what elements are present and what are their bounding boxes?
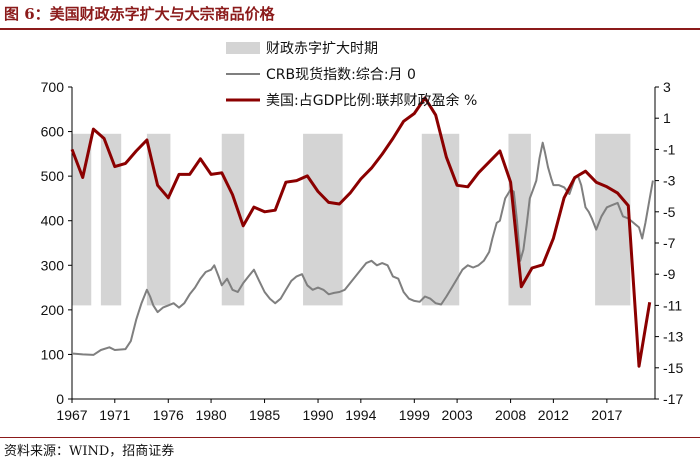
- right-tick-label--1: -1: [663, 141, 676, 157]
- right-tick-label--11: -11: [663, 297, 682, 313]
- x-tick-label-2008: 2008: [495, 407, 526, 423]
- right-tick-label--15: -15: [663, 360, 683, 376]
- deficit-band-4: [303, 133, 343, 306]
- figure-title: 图 6：美国财政赤字扩大与大宗商品价格: [4, 5, 275, 23]
- deficit-band-0: [72, 133, 92, 306]
- commodity-deficit-chart: 0 100 200 300 400 500 600 700 3 1 -1 -3 -5 -7 -9 -11 -13…: [41, 41, 684, 423]
- left-tick-label-700: 700: [41, 79, 65, 95]
- x-tick-label-2012: 2012: [538, 407, 569, 423]
- right-tick-label--13: -13: [663, 329, 683, 345]
- right-tick-label--17: -17: [663, 391, 683, 407]
- x-tick-label-1994: 1994: [345, 407, 376, 423]
- x-tick-label-1985: 1985: [249, 407, 280, 423]
- right-tick-label--3: -3: [663, 173, 676, 189]
- deficit-band-3: [221, 133, 245, 306]
- deficit-period-bands: [72, 133, 631, 306]
- legend-label-2: 美国:占GDP比例:联邦财政盈余 %: [266, 92, 477, 109]
- source-note: 资料来源：WIND，招商证券: [4, 444, 175, 459]
- left-tick-label-400: 400: [41, 213, 65, 229]
- legend-swatch-band: [226, 42, 260, 54]
- x-tick-label-2017: 2017: [591, 407, 622, 423]
- chart-legend: 财政赤字扩大时期 CRB现货指数:综合:月 0 美国:占GDP比例:联邦财政盈余 %: [226, 41, 477, 109]
- right-tick-label--7: -7: [663, 235, 676, 251]
- left-tick-label-100: 100: [41, 346, 65, 362]
- x-tick-label-1971: 1971: [99, 407, 130, 423]
- x-tick-label-1976: 1976: [153, 407, 184, 423]
- x-tick-label-1980: 1980: [195, 407, 226, 423]
- legend-label-0: 财政赤字扩大时期: [266, 41, 378, 57]
- legend-label-1: CRB现货指数:综合:月 0: [266, 66, 416, 83]
- series-lines: [70, 96, 654, 368]
- right-tick-label-3: 3: [663, 79, 671, 95]
- deficit-band-1: [100, 133, 122, 306]
- deficit-band-6: [508, 133, 531, 306]
- right-tick-label--9: -9: [663, 266, 676, 282]
- tick-labels: 0 100 200 300 400 500 600 700 3 1 -1 -3 -5 -7 -9 -11 -13…: [41, 79, 684, 423]
- left-tick-label-500: 500: [41, 168, 65, 184]
- x-tick-label-1967: 1967: [56, 407, 87, 423]
- left-tick-label-200: 200: [41, 302, 65, 318]
- footer-rule: [0, 437, 700, 438]
- right-tick-label-1: 1: [663, 110, 671, 126]
- figure-header: 图 6：美国财政赤字扩大与大宗商品价格: [0, 0, 700, 30]
- x-tick-label-1990: 1990: [302, 407, 333, 423]
- x-tick-label-1999: 1999: [399, 407, 430, 423]
- right-tick-label--5: -5: [663, 204, 676, 220]
- fiscal-surplus-line: [70, 96, 652, 368]
- x-tick-label-2003: 2003: [442, 407, 473, 423]
- left-tick-label-300: 300: [41, 257, 65, 273]
- deficit-band-2: [146, 133, 171, 306]
- left-tick-label-0: 0: [56, 391, 64, 407]
- left-tick-label-600: 600: [41, 124, 65, 140]
- deficit-band-5: [421, 133, 460, 306]
